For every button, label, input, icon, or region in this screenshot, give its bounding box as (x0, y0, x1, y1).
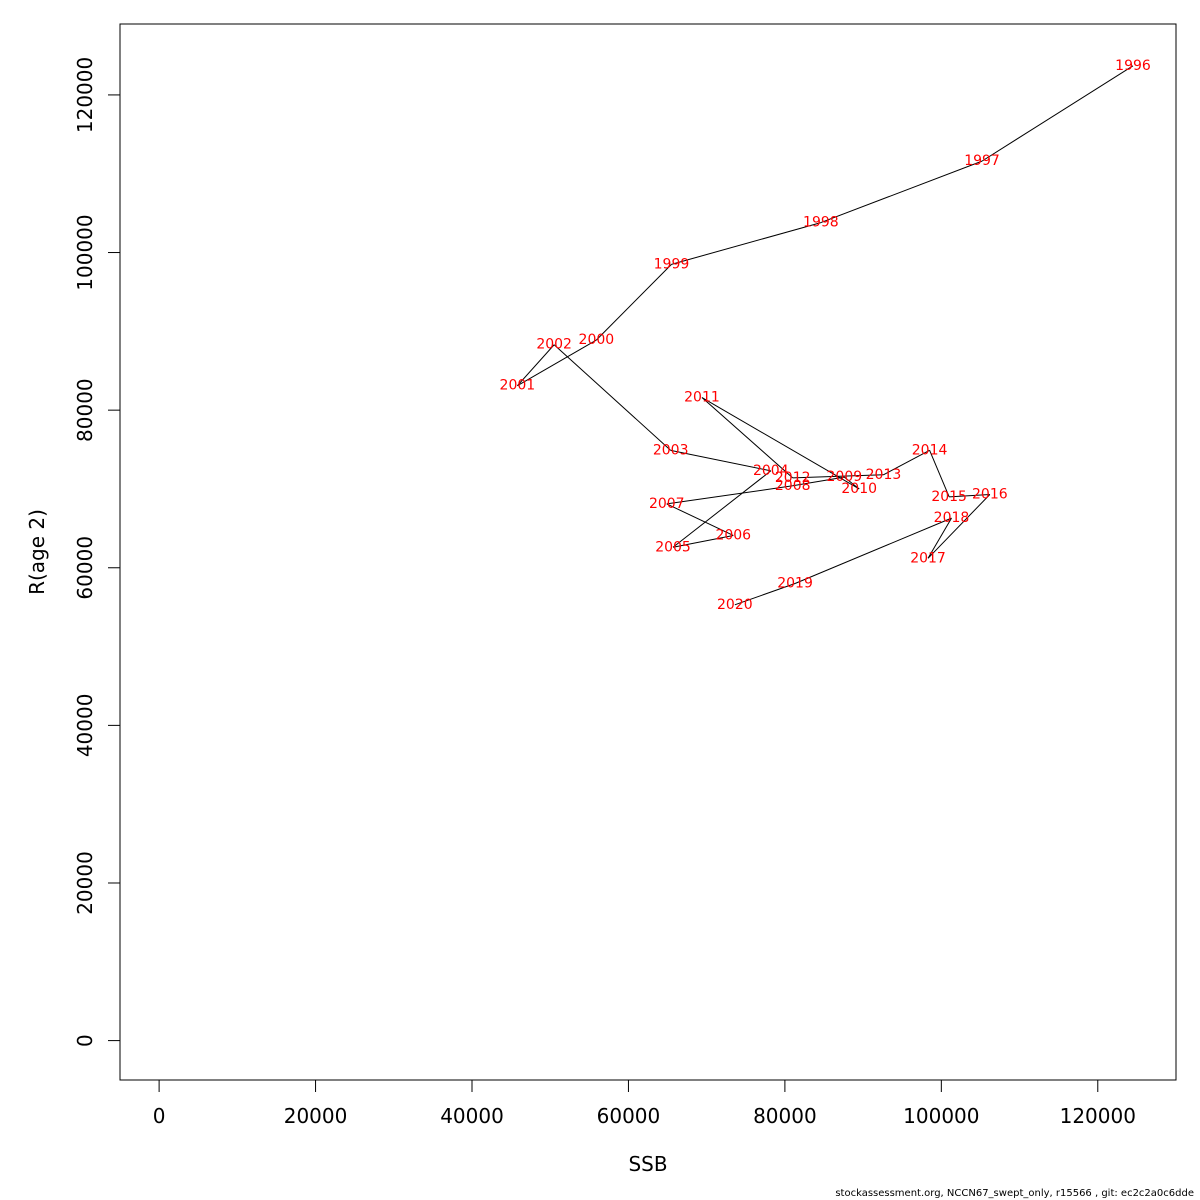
series-segment (883, 449, 930, 476)
point-label: 2003 (653, 442, 689, 458)
point-label: 1997 (964, 153, 1000, 169)
point-label: 2011 (684, 390, 720, 406)
series-segment (981, 65, 1134, 162)
y-axis-title: R(age 2) (25, 509, 49, 595)
y-tick-label: 20000 (73, 851, 97, 915)
series-segment (820, 160, 983, 224)
series-segment (516, 344, 555, 387)
series-segment (792, 476, 845, 487)
series-segment (929, 450, 950, 498)
x-tick-label: 120000 (1060, 1104, 1136, 1128)
x-tick-label: 40000 (440, 1104, 504, 1128)
point-label: 2015 (931, 489, 967, 505)
point-label: 2008 (775, 478, 811, 494)
y-tick-label: 80000 (73, 378, 97, 442)
point-labels: 1996 1997 1998 1999 2000 2001 2002 2003 2004 2005… (500, 58, 1151, 613)
series-segment (517, 339, 597, 387)
y-tick-label: 0 (73, 1034, 97, 1047)
x-tick-label: 0 (153, 1104, 166, 1128)
series-segment (672, 470, 772, 548)
point-label: 2010 (841, 481, 877, 497)
point-label: 2016 (972, 486, 1008, 502)
footer-credit: stockassessment.org, NCCN67_swept_only, … (835, 1188, 1194, 1199)
series-segment (666, 485, 793, 505)
point-label: 2009 (827, 469, 863, 485)
point-label: 2006 (715, 527, 751, 543)
x-tick-label: 80000 (753, 1104, 817, 1128)
x-axis-title: SSB (628, 1152, 667, 1176)
series-segment (672, 534, 734, 548)
point-label: 2005 (655, 539, 691, 555)
point-label: 2014 (912, 442, 948, 458)
series-segment (734, 583, 796, 606)
series-line (516, 65, 1134, 606)
x-tick-label: 60000 (597, 1104, 661, 1128)
point-label: 2000 (579, 332, 615, 348)
y-tick-label: 60000 (73, 536, 97, 600)
series-segment (666, 503, 734, 536)
series-segment (792, 474, 884, 479)
series-segment (701, 397, 794, 479)
plot-frame (119, 23, 1177, 1081)
point-label: 2002 (536, 337, 572, 353)
point-label: 2019 (777, 576, 813, 592)
point-label: 1998 (803, 215, 839, 231)
series-segment (671, 222, 822, 265)
series-segment (949, 493, 990, 498)
y-tick-label: 40000 (73, 694, 97, 758)
point-label: 2013 (866, 467, 902, 483)
point-label: 2007 (649, 496, 685, 512)
point-label: 2012 (775, 470, 811, 486)
point-label: 2001 (500, 378, 536, 394)
point-label: 2017 (910, 550, 946, 566)
series-segment (794, 517, 952, 584)
point-label: 2020 (717, 597, 753, 613)
series-segment (927, 494, 991, 559)
x-axis: 0 20000 40000 60000 80000 100000 120000 (153, 1079, 1136, 1128)
series-segment (701, 397, 860, 490)
point-label: 1999 (654, 256, 690, 272)
x-tick-label: 20000 (284, 1104, 348, 1128)
y-axis: 0 20000 40000 60000 80000 100000 120000 (73, 57, 121, 1047)
series-segment (927, 517, 952, 559)
series-segment (670, 449, 771, 472)
point-label: 2004 (753, 463, 789, 479)
y-tick-label: 120000 (73, 57, 97, 133)
x-tick-label: 100000 (903, 1104, 979, 1128)
point-label: 2018 (934, 510, 970, 526)
y-tick-label: 100000 (73, 214, 97, 290)
point-label: 1996 (1115, 58, 1151, 74)
series-segment (553, 344, 672, 451)
series-segment (596, 264, 672, 341)
